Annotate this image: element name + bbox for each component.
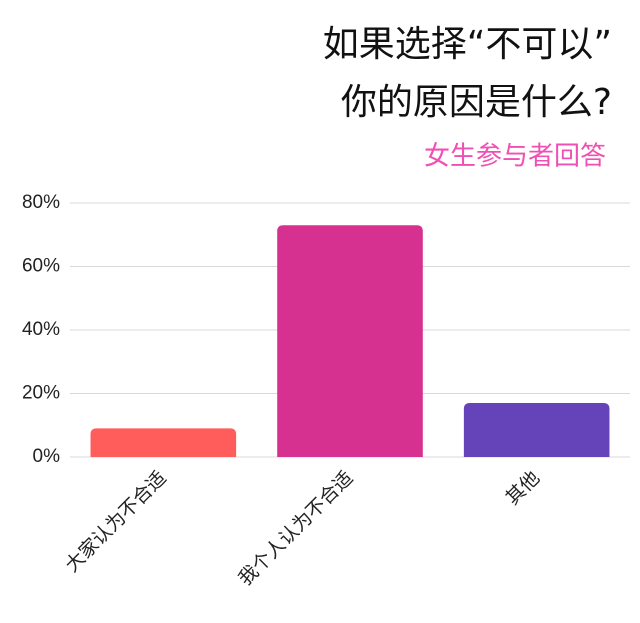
- bar: [90, 428, 237, 457]
- bar: [463, 403, 610, 457]
- x-tick-label: 我个人认为不合适: [234, 467, 357, 590]
- chart-title: 你的原因是什么?: [341, 82, 612, 123]
- chart-title: 如果选择“不可以”: [323, 24, 612, 65]
- y-tick-label: 20%: [22, 383, 60, 404]
- y-tick-label: 0%: [33, 446, 61, 467]
- x-tick-label: 大家认为不合适: [61, 467, 171, 577]
- x-tick-label: 其他: [502, 467, 544, 509]
- y-tick-label: 40%: [22, 319, 60, 340]
- bar: [277, 225, 423, 457]
- y-tick-label: 80%: [22, 192, 60, 213]
- chart-subtitle: 女生参与者回答: [424, 142, 606, 172]
- y-tick-label: 60%: [22, 256, 60, 277]
